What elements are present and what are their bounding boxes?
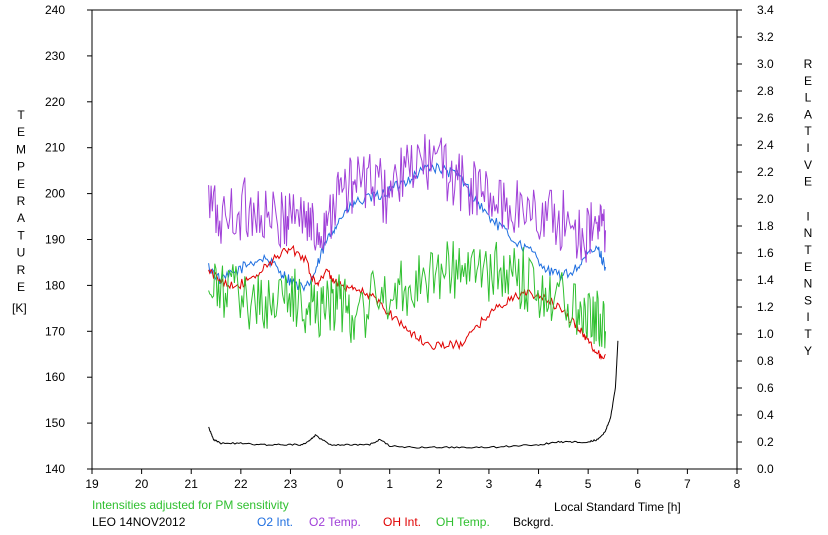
pm-sensitivity-note: Intensities adjusted for PM sensitivity bbox=[92, 498, 289, 512]
y-left-tick-label: 200 bbox=[45, 187, 65, 201]
station-date: LEO 14NOV2012 bbox=[92, 515, 186, 529]
y-right-tick-label: 0.2 bbox=[757, 435, 774, 449]
x-tick-label: 3 bbox=[486, 477, 493, 491]
right-axis-title-letter: N bbox=[804, 226, 813, 240]
right-axis-title-letter: R bbox=[804, 57, 813, 71]
legend-o2-intensity: O2 Int. bbox=[257, 515, 293, 529]
y-right-tick-label: 3.4 bbox=[757, 3, 774, 17]
o2-intensity-line bbox=[208, 162, 606, 292]
right-axis-title-letter: E bbox=[804, 260, 812, 274]
legend-oh-intensity: OH Int. bbox=[383, 515, 421, 529]
y-right-tick-label: 0.6 bbox=[757, 381, 774, 395]
x-axis-title: Local Standard Time [h] bbox=[554, 500, 681, 514]
left-axis-title-letter: T bbox=[17, 108, 25, 122]
x-tick-label: 22 bbox=[234, 477, 248, 491]
y-right-tick-label: 0.4 bbox=[757, 408, 774, 422]
left-axis-title-letter: R bbox=[17, 194, 26, 208]
oh-temperature-line bbox=[208, 241, 606, 349]
right-axis-title-letter: S bbox=[804, 293, 812, 307]
y-left-tick-label: 240 bbox=[45, 3, 65, 17]
right-axis-title-letter: T bbox=[804, 243, 812, 257]
right-axis-title-letter: T bbox=[804, 124, 812, 138]
x-tick-label: 2 bbox=[436, 477, 443, 491]
y-right-tick-label: 3.2 bbox=[757, 30, 774, 44]
right-axis-title-letter: E bbox=[804, 175, 812, 189]
left-axis-title-letter: P bbox=[17, 160, 25, 174]
x-tick-label: 6 bbox=[634, 477, 641, 491]
y-right-tick-label: 2.6 bbox=[757, 111, 774, 125]
x-tick-label: 19 bbox=[85, 477, 99, 491]
left-axis-title-letter: E bbox=[17, 125, 25, 139]
x-tick-label: 7 bbox=[684, 477, 691, 491]
x-tick-label: 20 bbox=[135, 477, 149, 491]
y-left-tick-label: 170 bbox=[45, 324, 65, 338]
y-left-tick-label: 220 bbox=[45, 95, 65, 109]
x-tick-label: 21 bbox=[185, 477, 199, 491]
right-axis-title-letter: I bbox=[806, 209, 809, 223]
y-right-tick-label: 1.0 bbox=[757, 327, 774, 341]
y-right-tick-label: 2.8 bbox=[757, 84, 774, 98]
left-axis-title-letter: E bbox=[17, 280, 25, 294]
y-left-tick-label: 160 bbox=[45, 370, 65, 384]
right-axis-title-letter: I bbox=[806, 310, 809, 324]
left-axis-unit: [K] bbox=[12, 301, 27, 315]
axes: 19 20 21 22 23 0 1 2 3 4 5 6 7 8140150160170180190200… bbox=[45, 3, 774, 491]
left-axis-title-letter: R bbox=[17, 263, 26, 277]
left-axis-title-letter: T bbox=[17, 228, 25, 242]
y-right-tick-label: 0.8 bbox=[757, 354, 774, 368]
right-axis-title-letter: V bbox=[804, 158, 812, 172]
y-right-tick-label: 1.6 bbox=[757, 246, 774, 260]
right-axis-title-letter: I bbox=[806, 141, 809, 155]
right-axis-title-letter: E bbox=[804, 74, 812, 88]
y-left-tick-label: 140 bbox=[45, 462, 65, 476]
y-right-tick-label: 1.8 bbox=[757, 219, 774, 233]
y-left-tick-label: 180 bbox=[45, 278, 65, 292]
y-right-tick-label: 0.0 bbox=[757, 462, 774, 476]
x-tick-label: 0 bbox=[337, 477, 344, 491]
right-axis-title-letter: Y bbox=[804, 344, 812, 358]
o2-temperature-line bbox=[208, 134, 606, 263]
left-axis-title-letter: A bbox=[17, 211, 25, 225]
series-layer bbox=[208, 134, 619, 449]
left-axis-title-letter: M bbox=[16, 142, 26, 156]
y-left-tick-label: 210 bbox=[45, 141, 65, 155]
y-right-tick-label: 3.0 bbox=[757, 57, 774, 71]
right-axis-title-letter: A bbox=[804, 107, 812, 121]
y-right-tick-label: 2.4 bbox=[757, 138, 774, 152]
x-tick-label: 23 bbox=[284, 477, 298, 491]
x-tick-label: 1 bbox=[386, 477, 393, 491]
background-line bbox=[208, 340, 619, 449]
right-axis-title-letter: L bbox=[805, 91, 812, 105]
legend-o2-temperature: O2 Temp. bbox=[309, 515, 361, 529]
right-axis-title-letter: T bbox=[804, 327, 812, 341]
y-right-tick-label: 2.2 bbox=[757, 165, 774, 179]
legend-oh-temperature: OH Temp. bbox=[436, 515, 490, 529]
left-axis-title-letter: E bbox=[17, 177, 25, 191]
legend-background: Bckgrd. bbox=[513, 515, 554, 529]
plot-area bbox=[91, 9, 738, 470]
y-left-tick-label: 150 bbox=[45, 416, 65, 430]
y-right-tick-label: 1.2 bbox=[757, 300, 774, 314]
x-tick-label: 4 bbox=[535, 477, 542, 491]
y-right-tick-label: 2.0 bbox=[757, 192, 774, 206]
x-tick-label: 5 bbox=[585, 477, 592, 491]
y-left-tick-label: 190 bbox=[45, 233, 65, 247]
y-right-tick-label: 1.4 bbox=[757, 273, 774, 287]
left-axis-title-letter: U bbox=[17, 246, 26, 260]
y-left-tick-label: 230 bbox=[45, 49, 65, 63]
x-tick-label: 8 bbox=[734, 477, 741, 491]
right-axis-title-letter: N bbox=[804, 277, 813, 291]
